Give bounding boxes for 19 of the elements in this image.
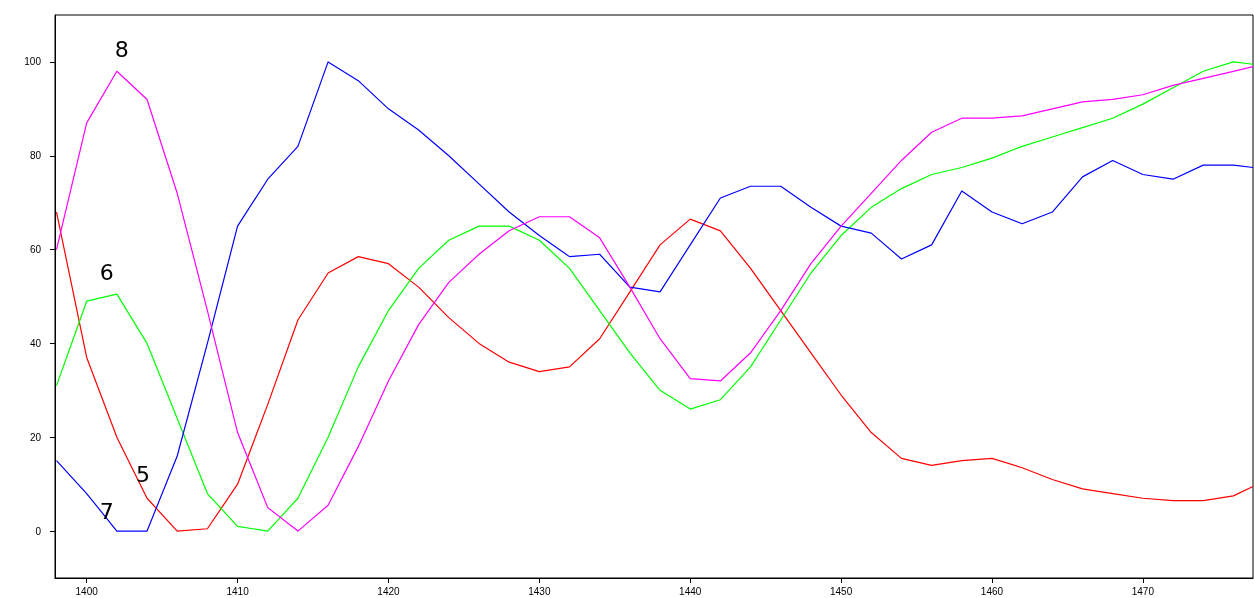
series-label: 5	[136, 461, 151, 487]
line-series	[55, 211, 1254, 532]
x-tick-label: 1420	[377, 585, 401, 597]
x-tick-label: 1430	[528, 585, 551, 597]
y-tick-label: 60	[29, 244, 42, 256]
x-tick-label: 1440	[679, 585, 702, 597]
x-tick-label: 1450	[829, 585, 853, 597]
x-tick-label: 1410	[226, 585, 250, 597]
x-tick-label: 1470	[1131, 585, 1155, 597]
series-label: 8	[114, 36, 129, 62]
series-label: 7	[99, 498, 114, 524]
y-tick-label: 40	[29, 337, 42, 349]
y-tick-label: 20	[29, 431, 42, 443]
series-label: 6	[99, 259, 114, 285]
x-tick-label: 1460	[980, 585, 1004, 597]
y-tick-label: 80	[29, 150, 42, 162]
x-tick-label: 1400	[75, 585, 99, 597]
y-tick-label: 100	[24, 56, 42, 68]
y-tick-label: 0	[35, 525, 42, 537]
